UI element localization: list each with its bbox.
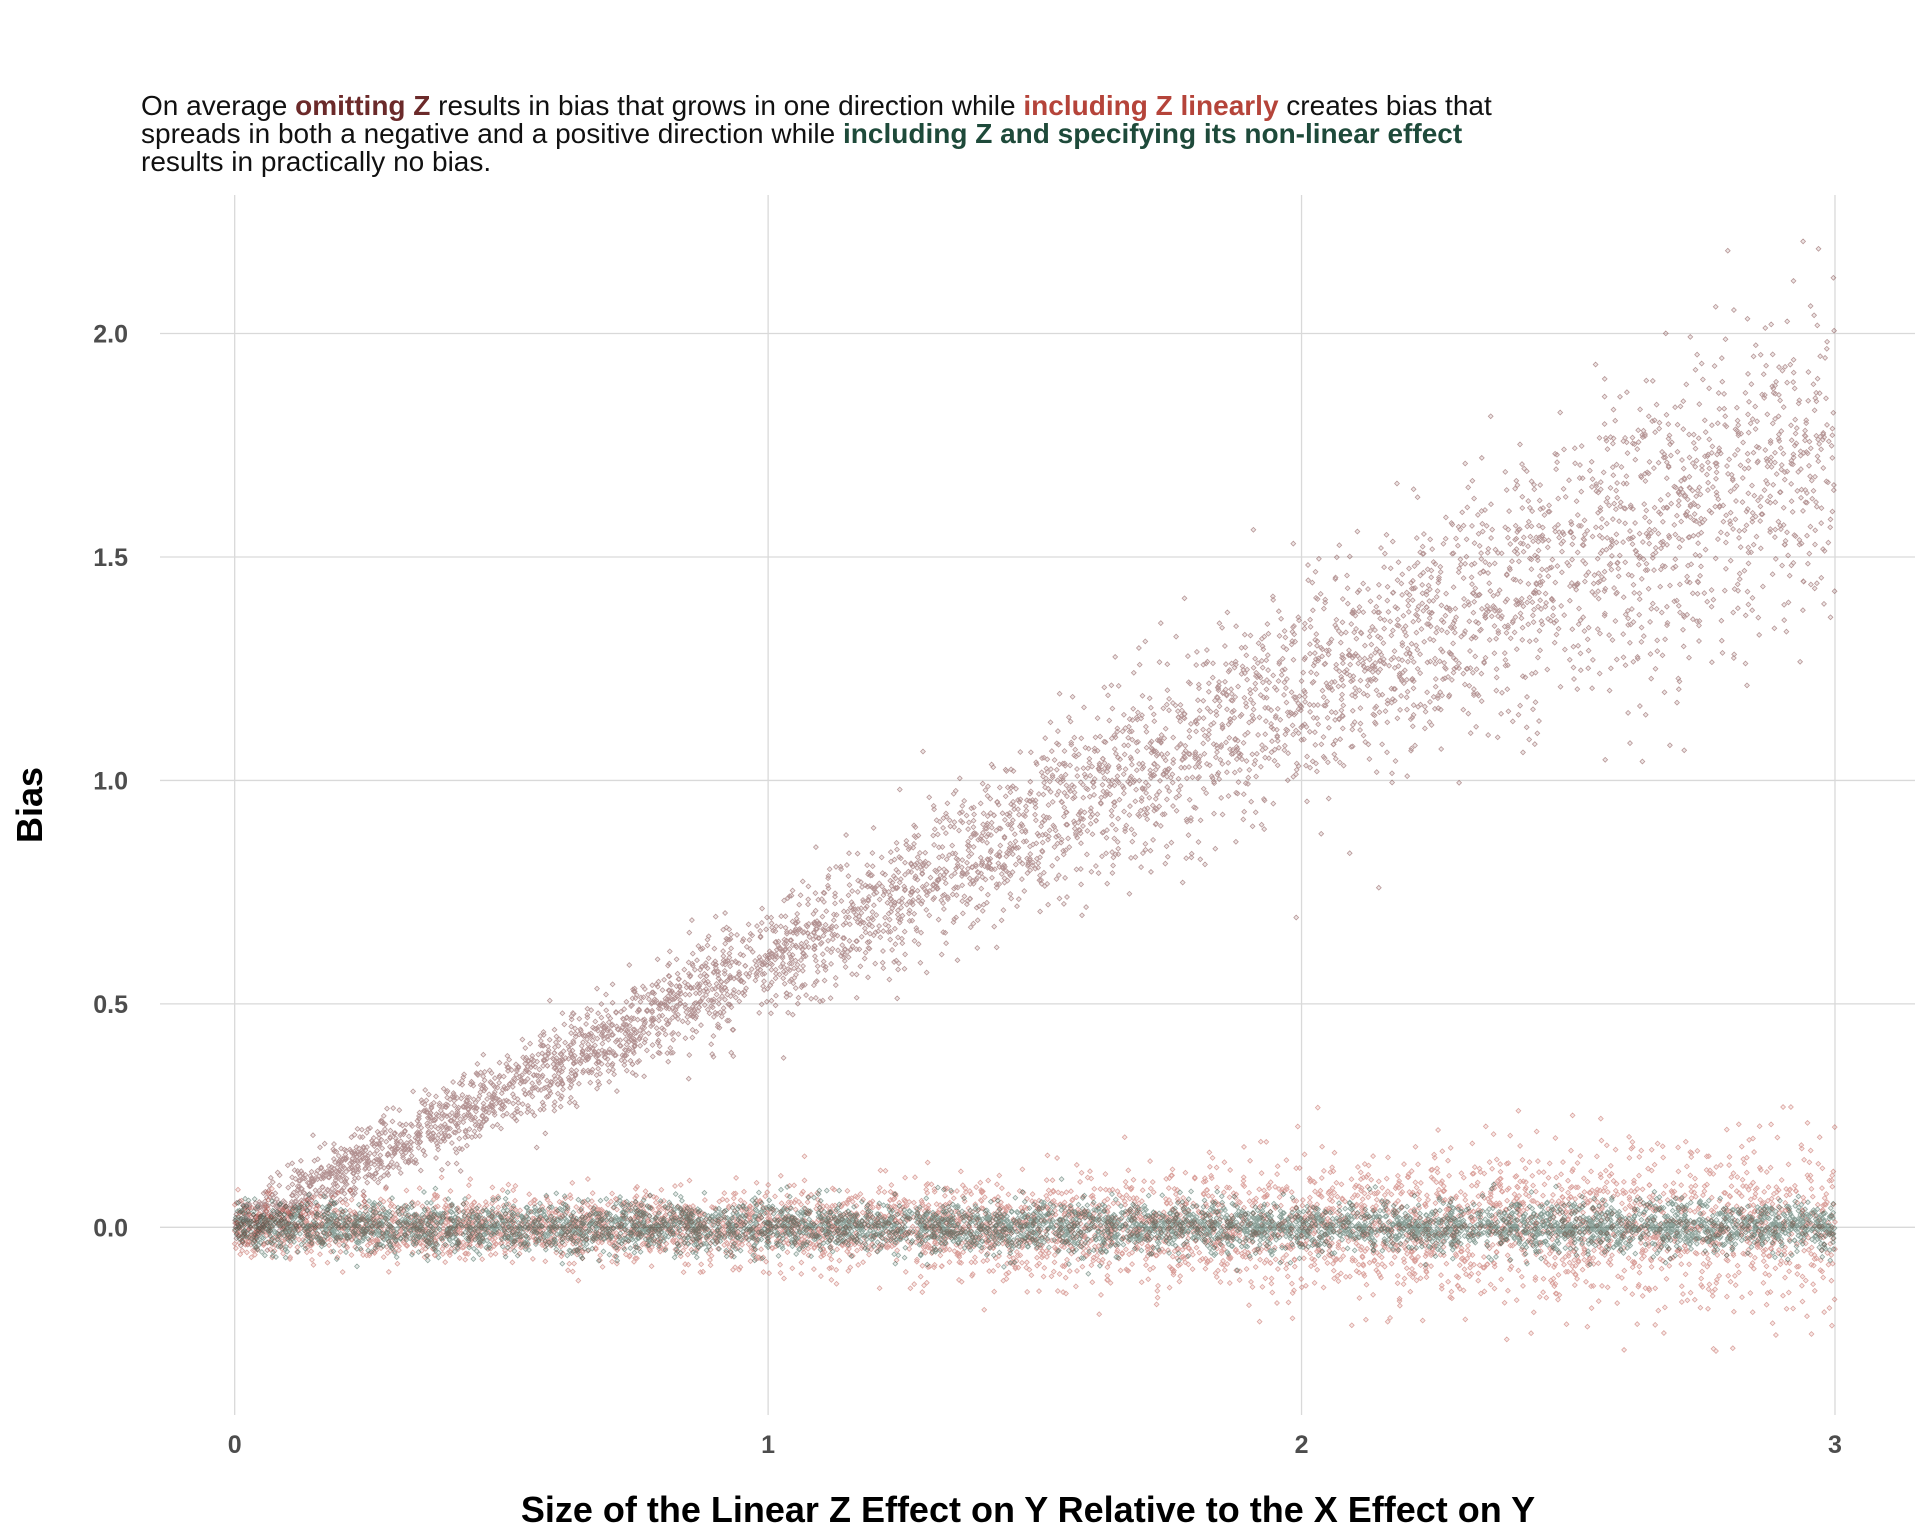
y-tick-label: 0.0 (93, 1214, 128, 1242)
x-tick-label: 2 (1295, 1431, 1309, 1459)
subtitle-segment-plain: results in bias that grows in one direct… (430, 90, 1024, 121)
y-tick-label: 0.5 (93, 991, 128, 1019)
x-tick-label: 0 (228, 1431, 242, 1459)
subtitle-segment-nonlinear: including Z and specifying its non-linea… (843, 118, 1463, 149)
subtitle-segment-plain: results in practically no bias. (141, 146, 492, 177)
subtitle-segment-linear: including Z linearly (1023, 90, 1279, 121)
x-tick-label: 3 (1828, 1431, 1842, 1459)
y-tick-label: 1.0 (93, 767, 128, 795)
series-linear-points (231, 1104, 1838, 1354)
tick-labels: 0 1 2 3 0.0 0.5 1.0 1.5 2.0 (93, 321, 1842, 1459)
chart-subtitle: On average omitting Z results in bias th… (141, 92, 1541, 176)
x-axis-title: Size of the Linear Z Effect on Y Relativ… (521, 1489, 1535, 1530)
subtitle-segment-plain: creates bias that spreads in both a nega… (141, 90, 1492, 149)
y-axis-title: Bias (9, 767, 50, 843)
series-omit-points (232, 238, 1838, 1254)
y-tick-label: 2.0 (93, 321, 128, 349)
subtitle-segment-omit: omitting Z (295, 90, 431, 121)
grid (160, 195, 1915, 1415)
x-tick-label: 1 (761, 1431, 775, 1459)
subtitle-segment-plain: On average (141, 90, 296, 121)
y-tick-label: 1.5 (93, 544, 128, 572)
data-points (231, 238, 1838, 1354)
series-nonlinear-points (232, 1176, 1838, 1277)
